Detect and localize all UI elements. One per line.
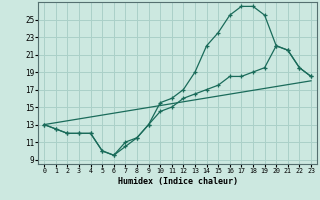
X-axis label: Humidex (Indice chaleur): Humidex (Indice chaleur)	[118, 177, 238, 186]
